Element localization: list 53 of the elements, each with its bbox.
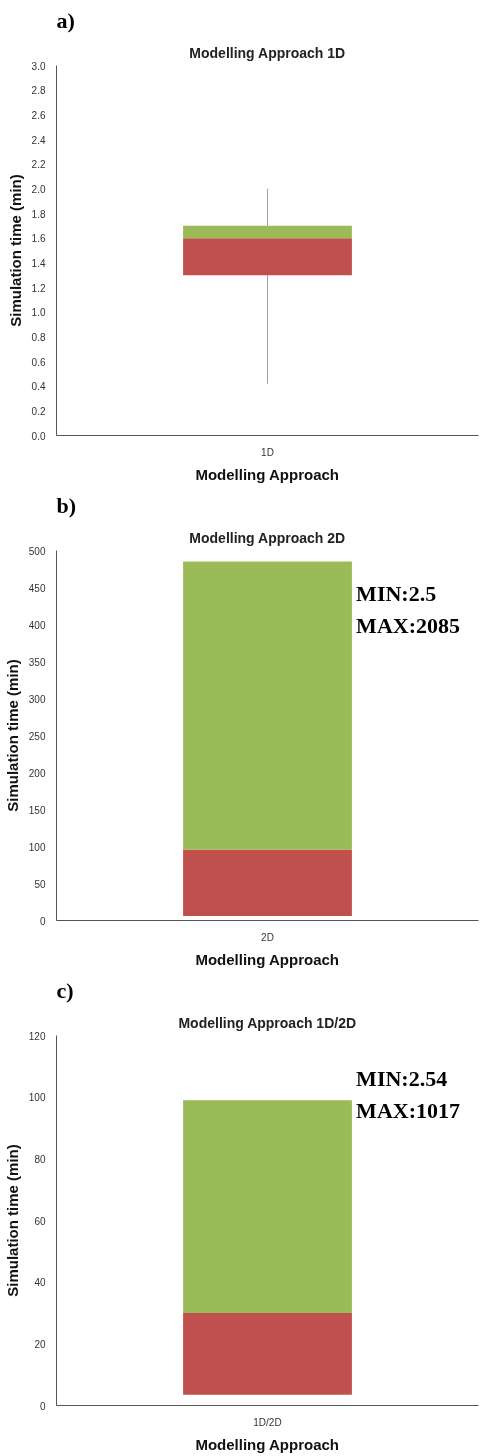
y-tick-label: 200 — [28, 767, 46, 779]
y-tick-label: 100 — [28, 841, 46, 853]
chart-title: Modelling Approach 1D — [189, 44, 346, 61]
y-tick-label: 1.0 — [31, 307, 46, 319]
x-axis-title: Modelling Approach — [195, 465, 340, 483]
y-tick-label: 350 — [28, 656, 46, 668]
y-tick-label: 20 — [34, 1338, 46, 1350]
y-tick-label: 1.4 — [31, 257, 46, 269]
annotation: MAX:1017 — [356, 1097, 460, 1123]
y-tick-label: 60 — [34, 1215, 46, 1227]
x-axis-title: Modelling Approach — [195, 950, 340, 968]
y-tick-label: 1.2 — [31, 282, 46, 294]
y-tick-label: 300 — [28, 693, 46, 705]
y-tick-label: 80 — [34, 1153, 46, 1165]
y-tick-label: 3.0 — [31, 60, 46, 72]
y-tick-label: 2.0 — [31, 183, 46, 195]
x-tick-label: 1D — [261, 446, 274, 458]
y-tick-label: 500 — [28, 545, 46, 557]
y-tick-label: 0 — [39, 915, 46, 927]
y-tick-label: 0.6 — [31, 356, 46, 368]
x-axis-title: Modelling Approach — [195, 1435, 340, 1453]
y-tick-label: 100 — [28, 1092, 46, 1104]
chart-title: Modelling Approach 1D/2D — [178, 1014, 357, 1031]
y-tick-label: 1.6 — [31, 233, 46, 245]
y-axis-title: Simulation time (min) — [3, 1144, 21, 1297]
chart-title: Modelling Approach 2D — [189, 529, 346, 546]
y-axis-title: Simulation time (min) — [3, 659, 21, 812]
y-tick-label: 2.8 — [31, 85, 46, 97]
text: c) — [56, 977, 74, 1003]
y-tick-label: 2.6 — [31, 109, 46, 121]
x-tick-label: 2D — [261, 931, 274, 943]
x-tick-label: 1D/2D — [253, 1416, 282, 1428]
y-tick-label: 0.8 — [31, 331, 46, 343]
y-tick-label: 50 — [34, 878, 46, 890]
y-tick-label: 1.8 — [31, 208, 46, 220]
y-tick-label: 150 — [28, 804, 46, 816]
y-tick-label: 0 — [39, 1400, 46, 1412]
annotation: MIN:2.54 — [356, 1065, 448, 1091]
y-tick-label: 2.2 — [31, 159, 46, 171]
text: b) — [56, 492, 77, 518]
y-tick-label: 0.4 — [31, 381, 46, 393]
y-tick-label: 250 — [28, 730, 46, 742]
y-tick-label: 0.2 — [31, 405, 46, 417]
y-tick-label: 450 — [28, 582, 46, 594]
y-tick-label: 40 — [34, 1277, 46, 1289]
y-tick-label: 120 — [28, 1030, 46, 1042]
y-tick-label: 400 — [28, 619, 46, 631]
y-tick-label: 0.0 — [31, 430, 46, 442]
y-tick-label: 2.4 — [31, 134, 46, 146]
annotation: MAX:2085 — [356, 612, 460, 638]
annotation: MIN:2.5 — [356, 580, 437, 606]
text: a) — [56, 7, 75, 33]
y-axis-title: Simulation time (min) — [6, 174, 24, 327]
